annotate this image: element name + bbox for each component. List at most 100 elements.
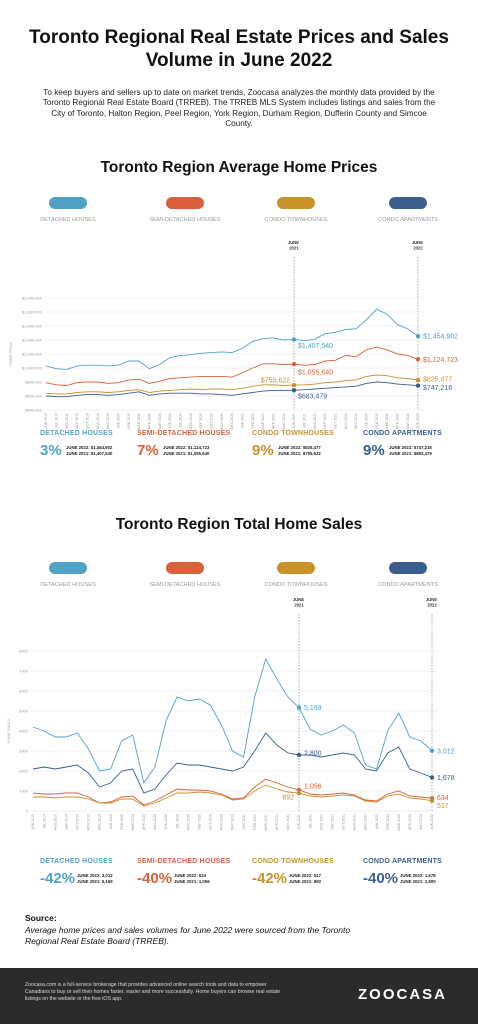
x-tick-label: NOV 2019 xyxy=(87,814,91,830)
x-tick-label: OCT 2021 xyxy=(342,814,346,830)
x-tick-label: OCT 2021 xyxy=(334,413,338,429)
x-tick-label: APR 2022 xyxy=(408,814,412,830)
point xyxy=(296,790,302,796)
summary-line: JUNE 2022: $1,124,723 xyxy=(163,445,210,450)
x-tick-label: APR 2020 xyxy=(148,413,152,429)
summary-change: -42% xyxy=(252,870,288,887)
x-tick-label: MAY 2022 xyxy=(406,413,410,429)
x-tick-label: SEP 2019 xyxy=(64,814,68,830)
summary-line: JUNE 2022: $747,216 xyxy=(389,445,432,450)
x-tick-label: AUG 2019 xyxy=(53,814,57,830)
value-label: $747,216 xyxy=(423,385,452,392)
summary-heading: CONDO TOWNHOUSES xyxy=(252,858,335,865)
x-tick-label: JAN 2022 xyxy=(365,413,369,428)
x-tick-label: JAN 2021 xyxy=(241,413,245,428)
value-label: $755,622 xyxy=(261,378,290,385)
x-tick-label: JUN 2020 xyxy=(164,814,168,830)
x-tick-label: JUN 2019 xyxy=(31,814,35,830)
marker-label: JUNE 2021 xyxy=(293,597,305,608)
y-tick-label: 4000 xyxy=(19,729,29,734)
point xyxy=(415,383,421,388)
x-tick-label: SEP 2019 xyxy=(75,413,79,429)
x-tick-label: NOV 2019 xyxy=(96,413,100,429)
legend-swatch xyxy=(277,197,315,209)
marker-label: JUNE 2022 xyxy=(426,597,438,608)
y-tick-label: $2,000,000 xyxy=(22,296,43,301)
x-tick-label: MAR 2021 xyxy=(261,413,265,430)
y-axis-label: HOME SALES xyxy=(7,718,11,743)
x-tick-label: AUG 2021 xyxy=(319,814,323,830)
summary-line: JUNE 2022: 3,012 xyxy=(77,873,113,878)
value-label: $1,407,540 xyxy=(298,343,333,350)
y-tick-label: 8000 xyxy=(19,649,29,654)
point xyxy=(415,378,421,383)
y-tick-label: 6000 xyxy=(19,689,29,694)
value-label: $683,479 xyxy=(298,394,327,401)
value-label: 1,056 xyxy=(304,783,322,790)
legend-label: SEMI-DETACHED HOUSES xyxy=(149,217,220,223)
summary-heading: CONDO APARTMENTS xyxy=(363,430,443,437)
x-tick-label: JUN 2021 xyxy=(297,814,301,830)
summary-change: -42% xyxy=(40,870,76,887)
footer xyxy=(0,968,478,1024)
y-tick-label: $1,400,000 xyxy=(22,338,43,343)
logo[interactable]: ZOOCASA xyxy=(358,986,447,1003)
x-tick-label: SEP 2021 xyxy=(330,814,334,830)
intro: To keep buyers and sellers up to date on… xyxy=(42,88,436,129)
value-label: 2,800 xyxy=(304,751,322,758)
x-tick-label: JUN 2019 xyxy=(44,413,48,429)
x-tick-label: AUG 2019 xyxy=(65,413,69,429)
point xyxy=(429,798,435,803)
value-label: $825,477 xyxy=(423,377,452,384)
point xyxy=(415,357,421,362)
x-tick-label: MAR 2021 xyxy=(264,814,268,831)
series-line xyxy=(32,732,433,794)
source-label: Source: xyxy=(25,913,57,923)
x-tick-label: APR 2021 xyxy=(275,814,279,830)
series-line xyxy=(33,784,433,807)
summary-change: -40% xyxy=(137,870,173,887)
x-tick-label: DEC 2019 xyxy=(98,814,102,830)
footer-text: Zoocasa.com is a full-service brokerage … xyxy=(25,982,281,1002)
summary-line: JUNE 2021: 1,056 xyxy=(174,879,210,884)
x-tick-label: DEC 2021 xyxy=(364,814,368,830)
summary-change: -40% xyxy=(363,870,399,887)
x-tick-label: APR 2022 xyxy=(396,413,400,429)
summary-heading: DETACHED HOUSES xyxy=(40,858,113,865)
x-tick-label: SEP 2021 xyxy=(323,413,327,429)
point xyxy=(291,337,297,342)
x-tick-label: SEP 2020 xyxy=(197,814,201,830)
y-axis-label: HOME PRICE xyxy=(9,342,13,367)
summary-heading: SEMI-DETACHED HOUSES xyxy=(137,858,231,865)
summary-line: JUNE 2022: $1,454,902 xyxy=(66,445,113,450)
marker-label-line: JUNE xyxy=(412,240,424,245)
value-label: 517 xyxy=(437,803,449,810)
x-tick-label: JUN 2020 xyxy=(168,413,172,429)
x-tick-label: FEB 2021 xyxy=(251,413,255,429)
summary-line: JUNE 2022: 517 xyxy=(289,873,322,878)
summary-heading: CONDO TOWNHOUSES xyxy=(252,430,335,437)
x-tick-label: JUL 2020 xyxy=(179,413,183,428)
y-tick-label: 7000 xyxy=(19,669,29,674)
x-tick-label: JAN 2022 xyxy=(375,814,379,829)
value-label: $1,124,723 xyxy=(423,357,458,364)
summary-heading: CONDO APARTMENTS xyxy=(363,858,443,865)
x-tick-label: MAY 2021 xyxy=(286,814,290,830)
y-tick-label: $600,000 xyxy=(25,394,42,399)
x-tick-label: MAY 2020 xyxy=(158,413,162,429)
x-tick-label: JUL 2020 xyxy=(175,814,179,829)
summary-line: JUNE 2021: $755,622 xyxy=(278,451,321,456)
summary-change: 9% xyxy=(363,442,385,459)
x-tick-label: NOV 2021 xyxy=(353,814,357,830)
y-tick-label: $1,000,000 xyxy=(22,366,43,371)
summary-line: JUNE 2021: 2,800 xyxy=(400,879,436,884)
y-tick-label: 0 xyxy=(26,809,29,814)
marker-label-line: 2022 xyxy=(413,246,423,251)
point xyxy=(291,387,297,393)
summary-line: JUNE 2022: $825,477 xyxy=(278,445,321,450)
value-label: 5,169 xyxy=(304,705,322,712)
x-tick-label: JUL 2019 xyxy=(55,413,59,428)
x-tick-label: JUL 2021 xyxy=(308,814,312,829)
legend-label: SEMI-DETACHED HOUSES xyxy=(149,582,220,588)
